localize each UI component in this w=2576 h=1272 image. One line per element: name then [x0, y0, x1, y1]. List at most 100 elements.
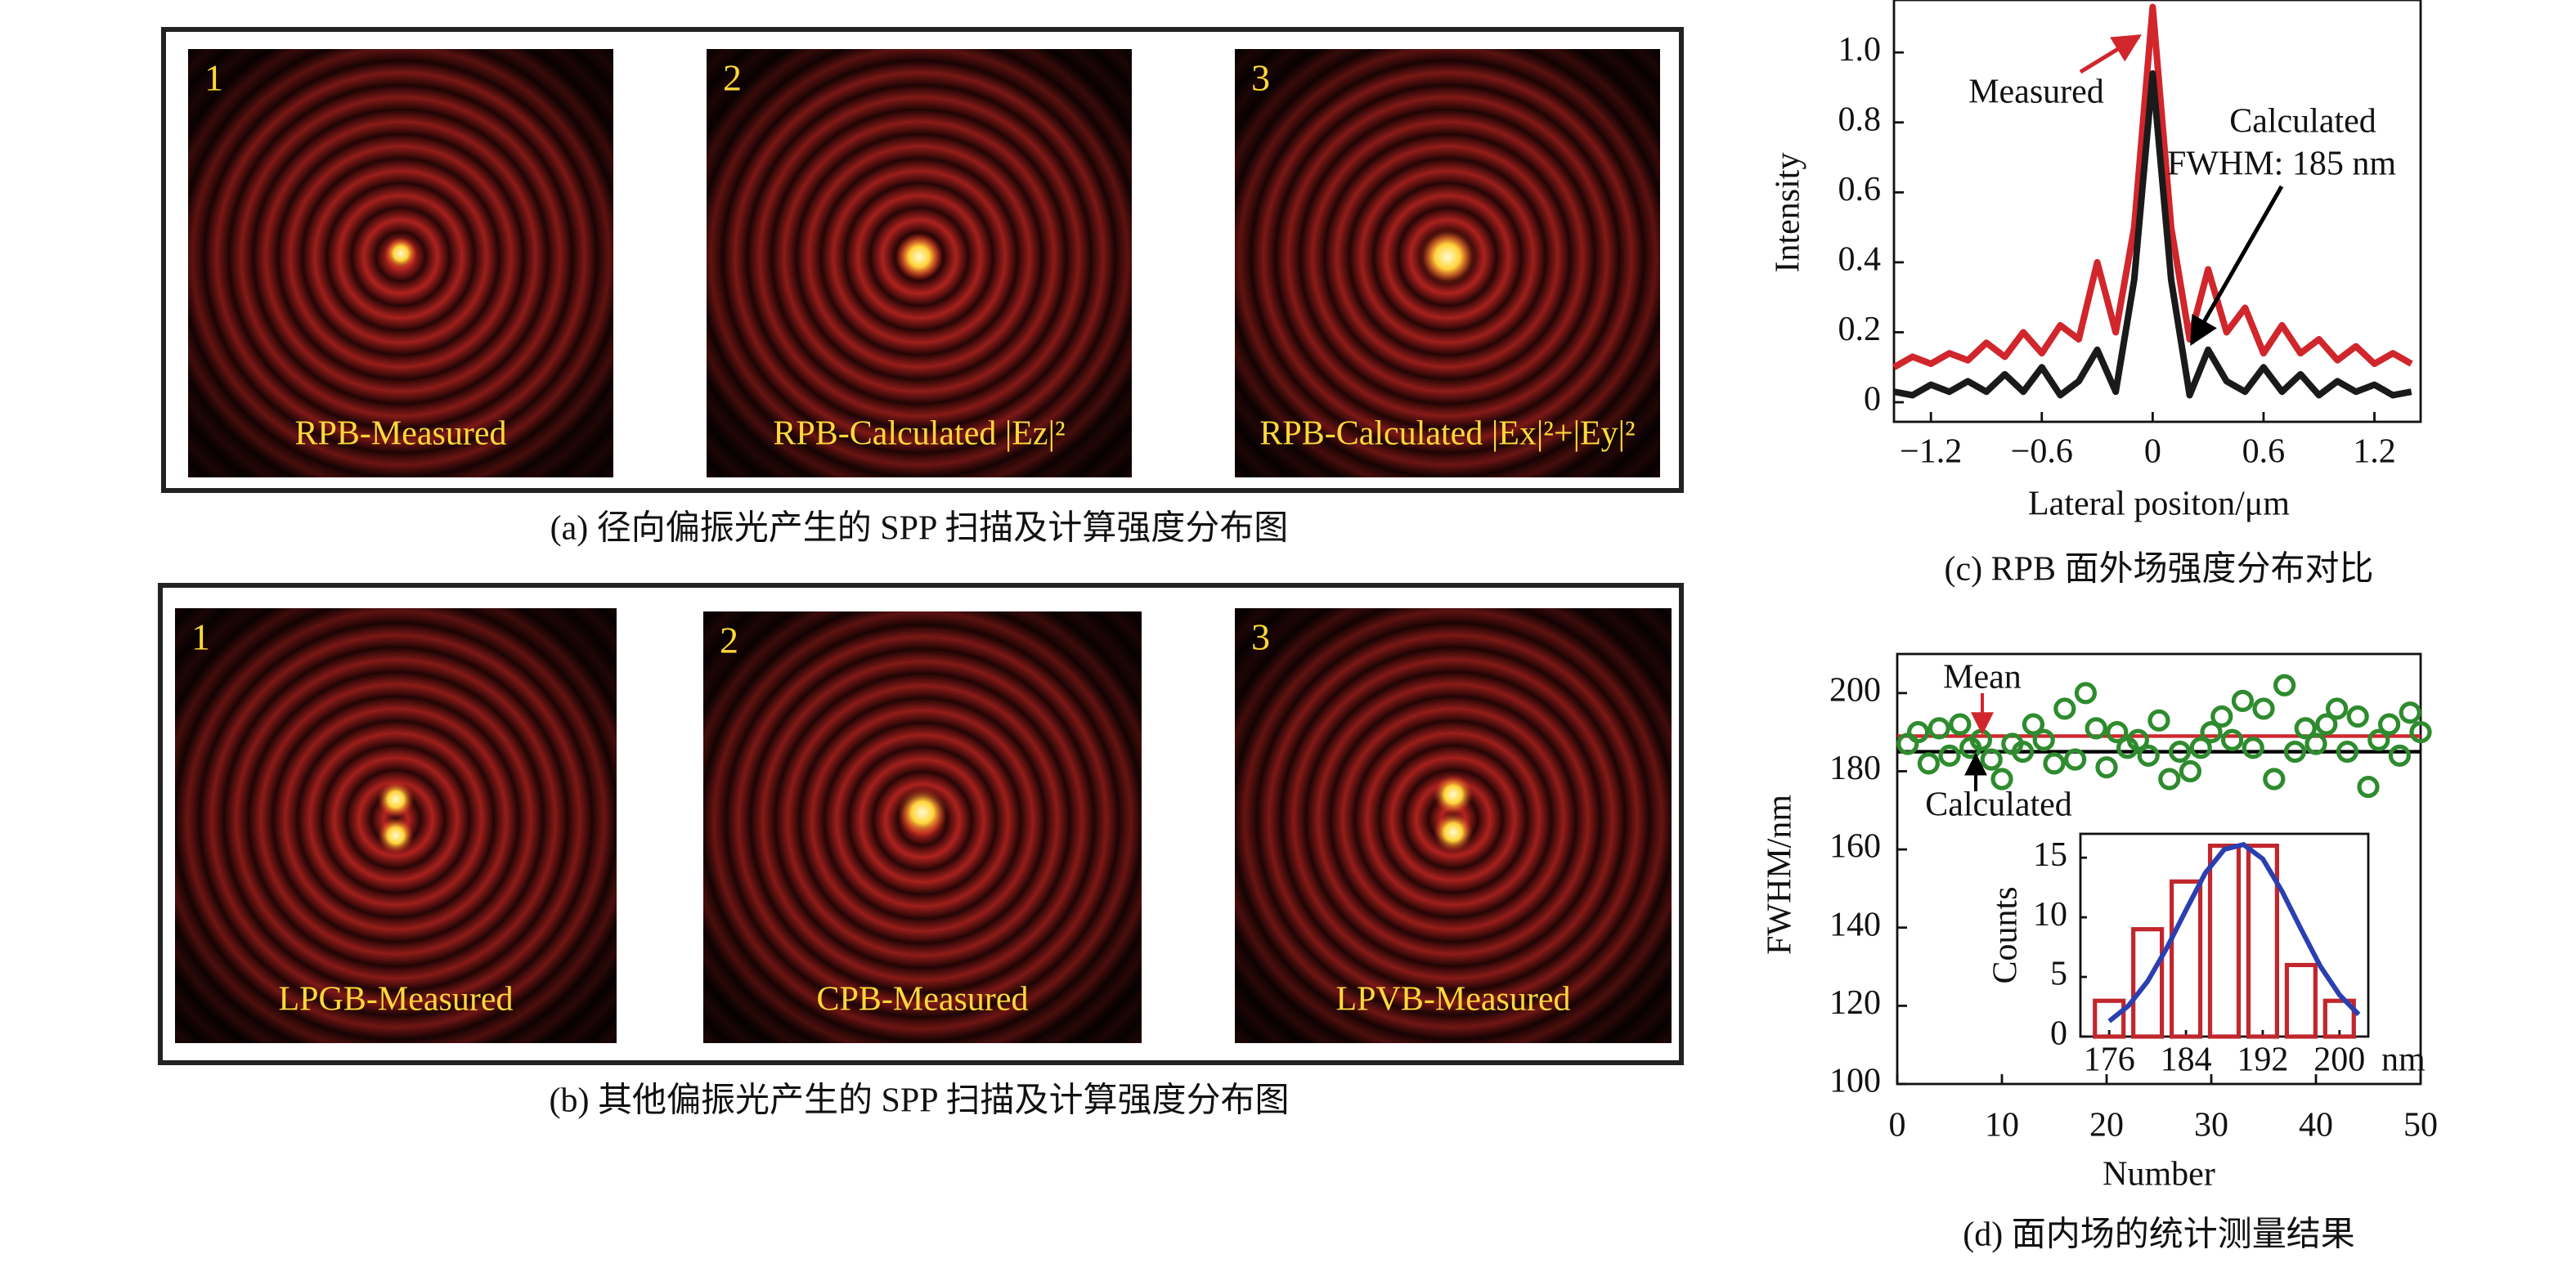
x-tick-label: 192 [2237, 1041, 2288, 1079]
arrow [2189, 185, 2284, 347]
chart-caption: (d) 面内场的统计测量结果 [1963, 1216, 2354, 1254]
y-tick-label: 180 [1829, 750, 1881, 787]
x-axis-label: Number [2103, 1156, 2215, 1194]
image-spot [1434, 813, 1473, 852]
field-image [1235, 49, 1660, 477]
scatter-point [2242, 737, 2264, 759]
y-tick-label: 1.0 [1838, 31, 1882, 69]
panel-frame [161, 27, 1684, 493]
scatter-point [2388, 744, 2411, 767]
scatter-point [1928, 717, 1950, 740]
scatter-point [2022, 713, 2044, 736]
y-axis-label: Intensity [1770, 153, 1807, 273]
panel-caption: (b) 其他偏振光产生的 SPP 扫描及计算强度分布图 [550, 1082, 1290, 1120]
x-tick-label: 1.2 [2353, 433, 2396, 471]
y-tick-label: 5 [2050, 956, 2067, 993]
line-series [1892, 3, 2413, 370]
image-label: RPB-Calculated |Ex|²+|Ey|² [1259, 415, 1635, 453]
fit-curve [2107, 841, 2361, 1023]
image-label: CPB-Measured [817, 981, 1029, 1019]
scatter-point [2012, 740, 2035, 764]
y-tick-label: 0.6 [1838, 171, 1882, 208]
field-image [703, 611, 1142, 1043]
scatter-point [2252, 697, 2275, 720]
y-axis-label: Counts [1987, 886, 2025, 983]
image-spot [1420, 229, 1475, 284]
scatter-point [1938, 744, 1961, 767]
histogram-bar [2093, 998, 2126, 1039]
image-number: 2 [723, 57, 742, 99]
image-number: 1 [204, 57, 223, 99]
annotation: FWHM: 185 nm [2167, 146, 2396, 183]
scatter-point [2399, 701, 2421, 724]
scatter-point [2169, 740, 2192, 764]
histogram-bar [2284, 962, 2318, 1039]
histogram-bar [2322, 998, 2356, 1039]
y-tick-label: 15 [2033, 836, 2067, 874]
scatter-point [2137, 744, 2160, 767]
scatter-point [2294, 717, 2317, 740]
y-tick-label: 0 [2050, 1015, 2067, 1053]
scatter-point [2409, 721, 2432, 744]
scatter-point [1917, 752, 1940, 775]
panel-frame [158, 583, 1684, 1065]
y-tick-label: 140 [1829, 906, 1881, 943]
x-tick-label: −1.2 [1900, 433, 1962, 471]
scatter-point [2336, 740, 2358, 764]
image-spot [896, 234, 942, 280]
scatter-point [2064, 748, 2087, 771]
image-number: 1 [191, 616, 210, 658]
image-label: RPB-Calculated |Ez|² [773, 415, 1065, 453]
field-image [707, 49, 1132, 477]
scatter-point [2053, 697, 2076, 720]
x-tick-label: 200 [2313, 1041, 2365, 1079]
y-tick-label: 160 [1829, 828, 1881, 866]
field-image [188, 49, 613, 477]
scatter-point [2147, 709, 2170, 732]
scatter-point [2378, 713, 2401, 736]
reference-label: Mean [1943, 659, 2022, 696]
x-unit: nm [2381, 1041, 2426, 1079]
scatter-point [2263, 768, 2286, 791]
y-tick-label: 100 [1829, 1063, 1881, 1100]
y-tick-label: 0.8 [1838, 101, 1882, 138]
histogram-bar [2246, 843, 2279, 1039]
image-label: RPB-Measured [295, 415, 507, 453]
y-tick-label: 0 [1864, 381, 1881, 419]
x-tick-label: 176 [2084, 1041, 2135, 1079]
scatter-point [2032, 728, 2055, 751]
image-label: LPVB-Measured [1336, 981, 1571, 1019]
scatter-point [1907, 721, 1930, 744]
image-number: 3 [1251, 616, 1270, 658]
chart-caption: (c) RPB 面外场强度分布对比 [1944, 551, 2373, 589]
arrow [2079, 34, 2142, 74]
image-spot [378, 817, 414, 853]
scatter-point [2367, 728, 2390, 751]
scatter-point [2315, 713, 2338, 736]
x-tick-label: −0.6 [2011, 433, 2073, 471]
scatter-point [2283, 740, 2306, 764]
x-tick-label: 30 [2194, 1107, 2228, 1144]
scatter-point [2221, 728, 2244, 751]
y-axis-label: FWHM/nm [1761, 795, 1799, 955]
image-spot [898, 788, 947, 837]
scatter-point [2346, 705, 2369, 728]
series-label: Measured [1968, 74, 2104, 111]
scatter-point [2074, 682, 2097, 705]
plot-frame [1896, 652, 2422, 1086]
y-tick-label: 0.4 [1838, 241, 1882, 279]
scatter-point [1990, 768, 2013, 791]
scatter-point [2126, 728, 2149, 751]
image-spot [384, 237, 417, 270]
line-series [1893, 69, 2412, 399]
scatter-point [2326, 697, 2349, 720]
field-image [1235, 608, 1672, 1043]
image-spot [1434, 775, 1473, 814]
scatter-point [2189, 737, 2212, 759]
histogram-bar [2170, 879, 2203, 1039]
scatter-point [2085, 717, 2107, 740]
x-tick-label: 10 [1985, 1107, 2019, 1144]
scatter-point [2273, 674, 2296, 696]
